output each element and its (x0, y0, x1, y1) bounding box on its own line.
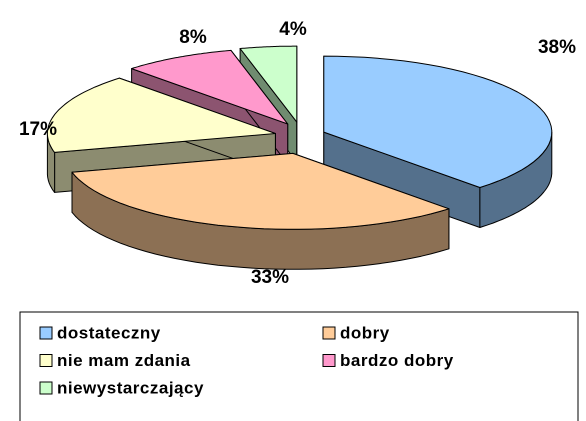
legend-label: bardzo dobry (340, 351, 454, 370)
data-label: 4% (279, 19, 307, 40)
legend-label: nie mam zdania (57, 351, 191, 370)
legend-swatch (39, 326, 53, 340)
slice (239, 45, 298, 123)
legend-box (19, 311, 579, 421)
data-label: 33% (251, 267, 289, 288)
data-label: 38% (538, 37, 576, 58)
legend-label: dostateczny (57, 323, 161, 342)
legend-label: dobry (340, 323, 390, 342)
legend-label: niewystarczający (57, 378, 204, 397)
slice (323, 55, 553, 188)
data-label: 17% (19, 119, 57, 140)
legend-swatch (322, 354, 336, 367)
slice (71, 152, 450, 230)
legend-swatch (39, 354, 53, 367)
legend-swatch (39, 381, 53, 395)
data-label: 8% (179, 27, 207, 48)
slice (131, 49, 289, 125)
legend-swatch (322, 326, 336, 340)
slice (46, 77, 276, 153)
